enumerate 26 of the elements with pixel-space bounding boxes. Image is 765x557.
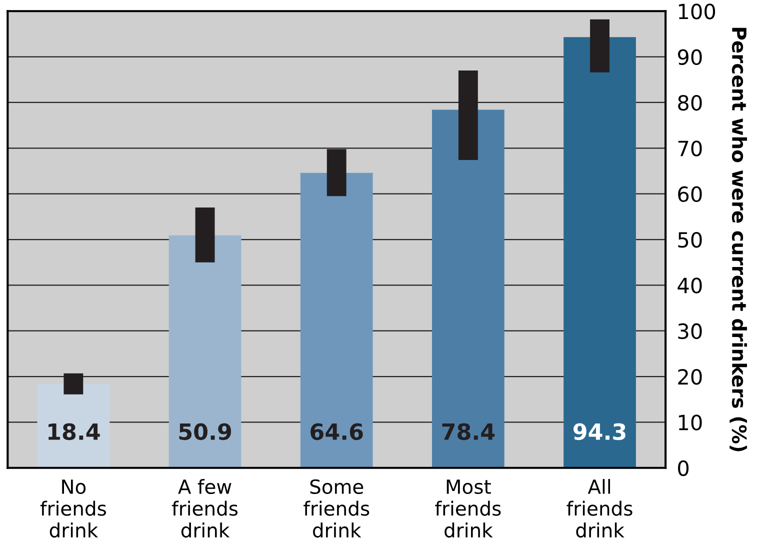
bar [300,172,373,468]
y-tick-label: 0 [678,460,689,476]
x-tick-label: All friends drink [566,478,632,538]
data-label: 94.3 [573,423,626,440]
y-tick-label: 60 [678,186,702,202]
data-label: 50.9 [179,423,232,440]
y-axis-title: Percent who were current drinkers (%) [730,28,747,452]
bar [168,235,242,468]
bar [432,110,504,468]
x-tick-label: A few friends drink [172,478,238,538]
y-tick-label: 10 [678,414,702,430]
x-tick-label: No friends drink [40,480,106,538]
y-tick-label: 70 [678,140,702,156]
data-label: 64.6 [310,423,363,440]
y-tick-label: 30 [678,323,702,340]
bar [564,37,636,468]
x-tick-label: Most friends drink [435,480,501,538]
x-tick-label: Some friends drink [304,479,370,538]
y-tick-label: 100 [678,4,716,20]
data-label: 78.4 [442,423,495,440]
data-label: 18.4 [48,423,100,440]
y-tick-label: 20 [678,368,702,385]
y-tick-label: 50 [678,232,702,248]
y-tick-label: 80 [678,94,702,111]
y-tick-label: 90 [678,49,702,66]
y-tick-label: 40 [678,278,702,294]
